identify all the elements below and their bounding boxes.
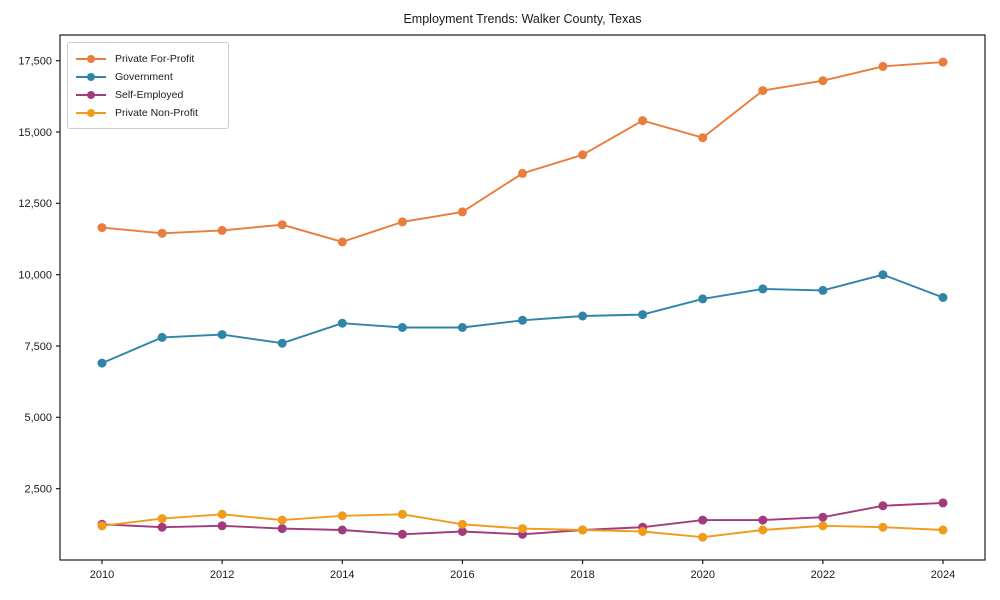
data-point (638, 116, 648, 126)
x-axis-tick-label: 2022 (811, 569, 835, 581)
data-point (157, 332, 167, 342)
data-point (217, 509, 227, 519)
data-point (277, 220, 287, 230)
data-point (457, 323, 467, 332)
data-point (337, 318, 347, 328)
data-point (878, 270, 888, 280)
data-point (97, 521, 107, 531)
data-point (578, 525, 588, 535)
data-point (818, 285, 828, 295)
data-point (277, 338, 287, 348)
data-point (277, 524, 287, 534)
data-point (157, 522, 167, 532)
data-point (758, 86, 768, 96)
data-point (578, 150, 588, 160)
data-point (337, 511, 347, 521)
legend-item-private-non-profit: Private Non-Profit (76, 104, 220, 122)
data-point (698, 294, 708, 304)
series-private-for-profit (97, 57, 948, 247)
data-point (518, 315, 527, 325)
chart-title: Employment Trends: Walker County, Texas (403, 12, 642, 26)
data-point (457, 207, 467, 217)
x-axis-tick-label: 2012 (210, 569, 234, 581)
legend-line-marker-icon (76, 90, 106, 100)
data-point (758, 525, 768, 535)
x-axis-tick-label: 2010 (90, 569, 114, 581)
data-point (758, 515, 768, 525)
data-point (217, 521, 227, 531)
series-government (97, 270, 948, 368)
y-axis-tick-label: 5,000 (24, 412, 52, 424)
data-point (217, 330, 227, 340)
plot-border (59, 34, 986, 561)
data-point (518, 168, 527, 178)
x-axis-tick-label: 2014 (330, 569, 354, 581)
x-axis-tick-label: 2024 (931, 569, 955, 581)
data-point (818, 76, 828, 86)
data-point (397, 529, 407, 539)
legend-item-self-employed: Self-Employed (76, 86, 220, 104)
y-axis-tick-label: 10,000 (18, 269, 52, 281)
legend-item-label: Government (115, 71, 173, 83)
data-point (938, 293, 948, 302)
data-point (878, 501, 888, 511)
data-point (818, 521, 828, 531)
data-point (638, 310, 648, 320)
x-axis: 2010 2012 2014 2016 2018 2020 2022 2024 (90, 560, 955, 581)
legend-item-label: Self-Employed (115, 89, 184, 101)
data-point (157, 514, 167, 524)
legend-line-marker-icon (76, 54, 106, 64)
y-axis-tick-label: 17,500 (18, 55, 52, 67)
x-axis-tick-label: 2020 (690, 569, 714, 581)
data-point (938, 525, 948, 535)
data-point (878, 522, 888, 532)
x-axis-tick-label: 2016 (450, 569, 474, 581)
data-point (97, 223, 107, 233)
data-point (578, 311, 588, 321)
y-axis-tick-label: 7,500 (24, 341, 52, 353)
legend: Private For-Profit Government Self-Employe… (67, 42, 229, 129)
data-point (938, 498, 948, 508)
data-point (457, 519, 467, 529)
data-point (818, 512, 828, 522)
data-point (277, 515, 287, 525)
y-axis: 2,500 5,000 7,500 10,000 12,500 15,000 17,500 (18, 55, 60, 495)
data-point (518, 524, 527, 534)
data-point (758, 284, 768, 294)
data-point (97, 358, 107, 368)
legend-item-private-for-profit: Private For-Profit (76, 50, 220, 68)
legend-item-label: Private For-Profit (115, 53, 195, 65)
y-axis-tick-label: 2,500 (24, 483, 52, 495)
data-point (397, 323, 407, 332)
legend-line-marker-icon (76, 72, 106, 82)
legend-item-government: Government (76, 68, 220, 86)
data-point (698, 133, 708, 143)
x-axis-tick-label: 2018 (570, 569, 594, 581)
data-point (397, 509, 407, 519)
data-point (938, 57, 948, 67)
data-point (337, 237, 347, 247)
y-axis-tick-label: 12,500 (18, 198, 52, 210)
legend-line-marker-icon (76, 108, 106, 118)
data-point (217, 225, 227, 235)
data-point (698, 515, 708, 525)
y-axis-tick-label: 15,000 (18, 127, 52, 139)
data-point (638, 527, 648, 536)
legend-item-label: Private Non-Profit (115, 107, 198, 119)
data-point (397, 217, 407, 227)
data-point (878, 61, 888, 71)
data-point (157, 228, 167, 238)
data-point (698, 532, 708, 542)
data-point (337, 525, 347, 535)
series-private-non-profit (97, 509, 948, 542)
data-point (457, 527, 467, 536)
